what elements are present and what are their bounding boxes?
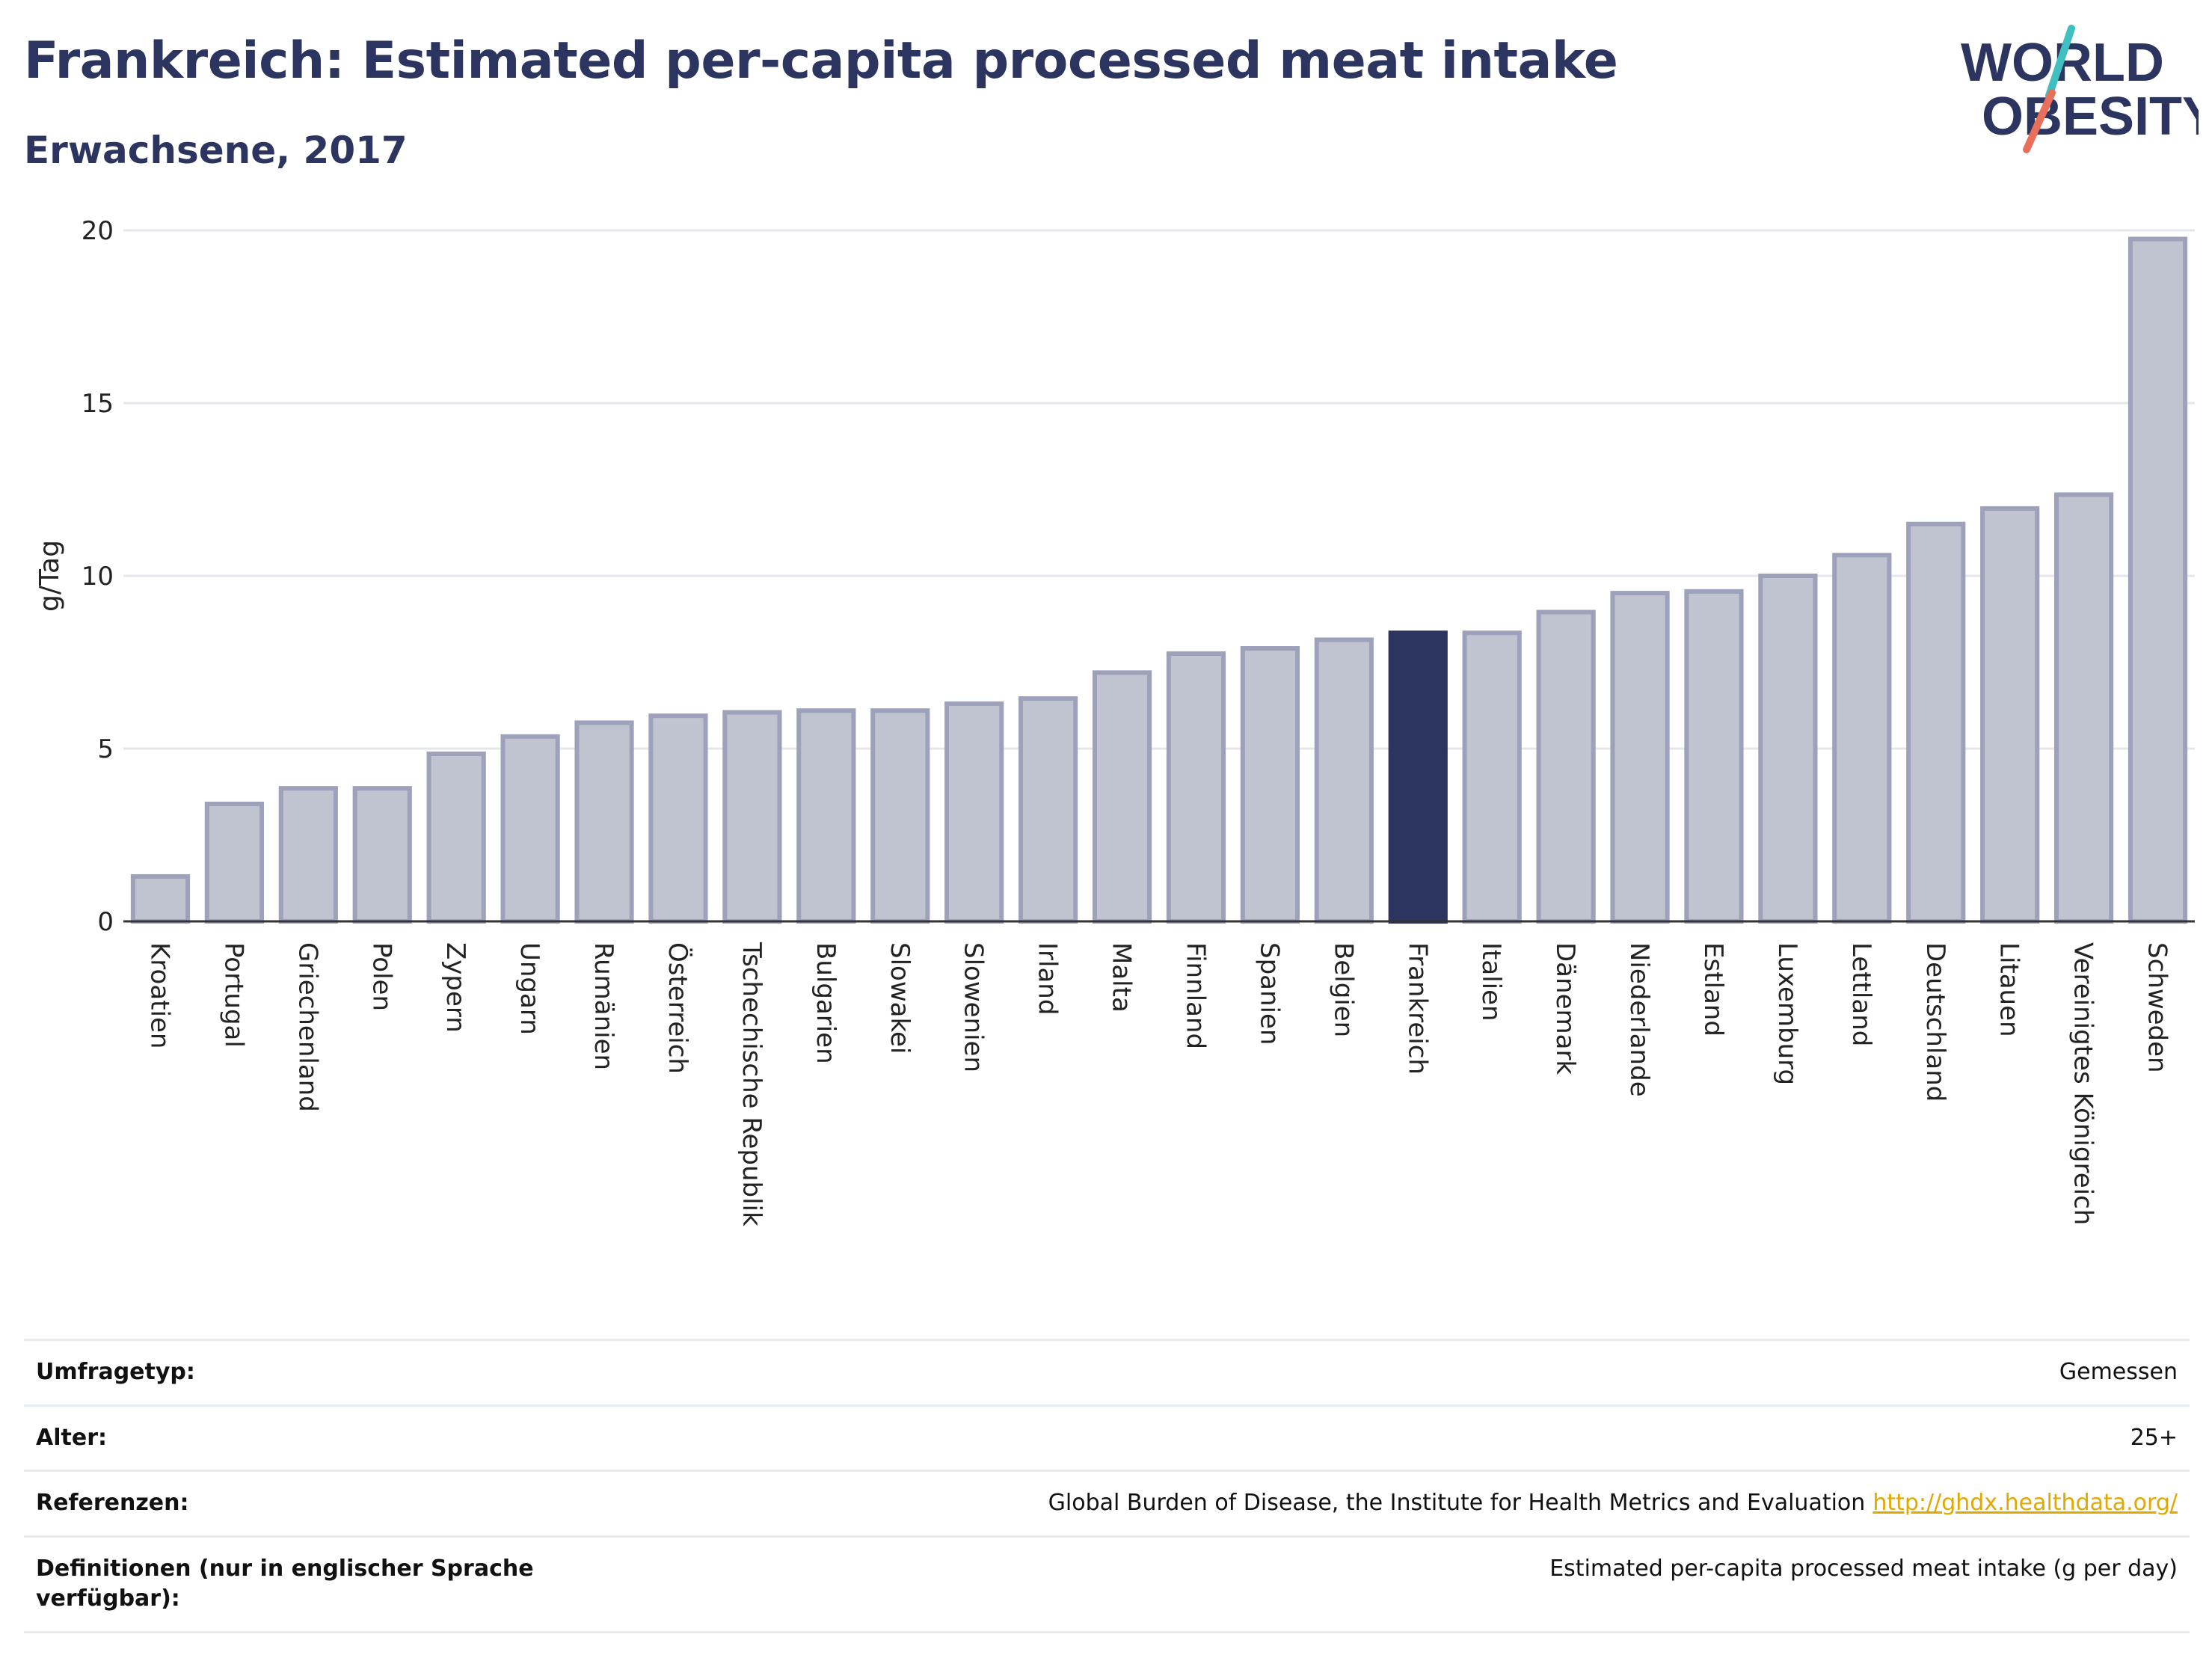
x-tick-label: Litauen bbox=[1994, 942, 2024, 1037]
bar bbox=[796, 708, 856, 924]
bar bbox=[1906, 521, 1966, 924]
x-tick-label: Griechenland bbox=[292, 942, 322, 1112]
x-tick-label: Dänemark bbox=[1550, 942, 1580, 1075]
bar bbox=[1092, 670, 1152, 924]
reference-text: Global Burden of Disease, the Institute … bbox=[1048, 1490, 1866, 1516]
meta-value: 25+ bbox=[2130, 1424, 2178, 1451]
x-tick-label: Lettland bbox=[1846, 942, 1876, 1046]
meta-label: Umfragetyp: bbox=[36, 1359, 195, 1385]
bar bbox=[574, 720, 634, 924]
x-tick-label: Portugal bbox=[218, 942, 248, 1048]
x-tick-label: Rumänien bbox=[589, 942, 618, 1070]
x-tick-label: Schweden bbox=[2142, 942, 2172, 1073]
bar bbox=[1462, 630, 1522, 924]
x-tick-label: Tschechische Republik bbox=[737, 942, 766, 1226]
y-tick-label: 20 bbox=[82, 216, 114, 246]
meta-row-definitions: Definitionen (nur in englischer Sprache … bbox=[24, 1535, 2190, 1633]
x-tick-label: Slowakei bbox=[885, 942, 915, 1054]
x-tick-label: Ungarn bbox=[514, 942, 544, 1035]
bar bbox=[2127, 236, 2188, 924]
x-tick-label: Slowenien bbox=[959, 942, 989, 1072]
x-tick-label: Frankreich bbox=[1402, 942, 1432, 1075]
x-tick-label: Luxemburg bbox=[1772, 942, 1802, 1085]
bar bbox=[1240, 646, 1300, 924]
logo-text-obesity: OBESITY bbox=[1982, 87, 2199, 147]
x-tick-label: Malta bbox=[1107, 942, 1137, 1013]
logo-slash-teal bbox=[2045, 25, 2075, 99]
x-tick-label: Niederlande bbox=[1624, 942, 1654, 1097]
bar bbox=[1684, 589, 1744, 924]
x-tick-label: Irland bbox=[1033, 942, 1063, 1015]
bar bbox=[1758, 574, 1818, 924]
bar bbox=[1166, 651, 1226, 924]
bar bbox=[426, 751, 486, 924]
y-tick-label: 15 bbox=[82, 389, 114, 419]
x-tick-label: Deutschland bbox=[1920, 942, 1950, 1102]
bar bbox=[1832, 553, 1892, 924]
meta-row-survey-type: Umfragetyp: Gemessen bbox=[24, 1339, 2190, 1404]
x-tick-label: Bulgarien bbox=[811, 942, 841, 1064]
bar bbox=[722, 710, 782, 924]
x-tick-label: Zypern bbox=[440, 942, 470, 1033]
bar-chart: 0 5 10 15 20 g/Tag Kroatien Portugal Griechenlan… bbox=[34, 216, 2195, 1226]
bar bbox=[1980, 506, 2040, 924]
meta-label: Definitionen (nur in englischer Sprache … bbox=[36, 1555, 534, 1612]
chart-title: Frankreich: Estimated per-capita process… bbox=[24, 31, 1618, 90]
y-tick-label: 10 bbox=[82, 562, 114, 592]
meta-value-references: Global Burden of Disease, the Institute … bbox=[1048, 1472, 2190, 1535]
y-axis-label: g/Tag bbox=[34, 540, 65, 612]
bar bbox=[944, 701, 1004, 924]
x-tick-label: Belgien bbox=[1328, 942, 1358, 1037]
meta-value: Gemessen bbox=[2059, 1359, 2178, 1385]
x-tick-label: Vereinigtes Königreich bbox=[2068, 942, 2098, 1225]
bar bbox=[278, 786, 338, 924]
bar bbox=[1019, 696, 1078, 924]
bar bbox=[2054, 492, 2114, 924]
reference-link[interactable]: http://ghdx.healthdata.org/ bbox=[1872, 1490, 2178, 1516]
bar bbox=[204, 801, 264, 924]
bar bbox=[352, 786, 412, 924]
bar bbox=[1610, 591, 1670, 924]
x-tick-label: Polen bbox=[366, 942, 396, 1011]
meta-label: Referenzen: bbox=[36, 1490, 189, 1516]
bar bbox=[500, 734, 560, 924]
meta-value: Estimated per-capita processed meat inta… bbox=[1549, 1555, 2178, 1582]
metadata-table: Umfragetyp: Gemessen Alter: 25+ Referenz… bbox=[24, 1339, 2190, 1633]
chart-subtitle: Erwachsene, 2017 bbox=[24, 129, 408, 172]
x-tick-label: Kroatien bbox=[144, 942, 174, 1048]
bar bbox=[130, 873, 191, 924]
x-tick-label: Estland bbox=[1698, 942, 1728, 1037]
y-tick-label: 0 bbox=[97, 907, 114, 937]
bar bbox=[870, 708, 930, 924]
bar bbox=[648, 713, 708, 924]
meta-row-age: Alter: 25+ bbox=[24, 1404, 2190, 1470]
x-tick-label: Österreich bbox=[663, 942, 693, 1074]
x-tick-label: Finnland bbox=[1180, 942, 1210, 1049]
bar bbox=[1314, 637, 1374, 924]
logo-slash-coral bbox=[2023, 89, 2056, 153]
bar bbox=[1536, 610, 1596, 924]
y-tick-label: 5 bbox=[97, 734, 114, 764]
meta-row-references: Referenzen: Global Burden of Disease, th… bbox=[24, 1470, 2190, 1535]
x-tick-label: Spanien bbox=[1254, 942, 1284, 1045]
x-tick-label: Italien bbox=[1476, 942, 1506, 1022]
bar-highlight bbox=[1388, 630, 1448, 924]
meta-label: Alter: bbox=[36, 1424, 107, 1451]
world-obesity-logo: WORLD OBESITY bbox=[1961, 25, 2199, 153]
